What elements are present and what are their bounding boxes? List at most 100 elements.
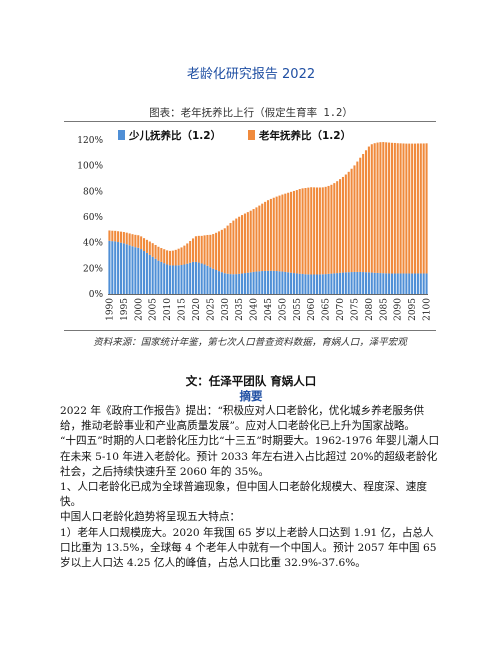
bar-youth-ratio — [215, 270, 218, 294]
bar-youth-ratio — [310, 274, 313, 294]
bar-elderly-ratio — [315, 187, 319, 275]
x-tick-label: 2020 — [192, 298, 202, 321]
bar-elderly-ratio — [137, 235, 140, 248]
bar-youth-ratio — [111, 241, 114, 294]
bar-elderly-ratio — [396, 143, 399, 274]
bar-elderly-ratio — [321, 187, 324, 275]
x-tick-label: 2025 — [206, 298, 216, 321]
bar-elderly-ratio — [402, 143, 405, 274]
bar-youth-ratio — [241, 273, 244, 294]
chart-legend: 少儿抚养比（1.2） 老年抚养比（1.2） — [118, 129, 351, 142]
legend-elderly-swatch — [248, 130, 255, 140]
bar-elderly-ratio — [327, 185, 330, 274]
bar-youth-ratio — [246, 272, 249, 294]
bar-youth-ratio — [235, 274, 238, 294]
bar-youth-ratio — [353, 271, 356, 294]
y-tick-label: 60% — [83, 213, 103, 223]
bar-elderly-ratio — [353, 165, 356, 272]
chart-axes: 0% 20% 40% 60% 80% 100% 120% 1990 1995 2000 2005 20… — [77, 136, 432, 321]
bar-elderly-ratio — [405, 143, 408, 274]
x-tick-label: 2060 — [307, 298, 317, 321]
bar-youth-ratio — [177, 265, 180, 294]
bar-youth-ratio — [197, 262, 200, 294]
bar-youth-ratio — [209, 267, 212, 294]
bar-youth-ratio — [157, 260, 160, 294]
bar-elderly-ratio — [166, 250, 169, 265]
bar-elderly-ratio — [223, 228, 226, 274]
bar-elderly-ratio — [209, 234, 212, 268]
bar-elderly-ratio — [295, 190, 298, 274]
bar-youth-ratio — [166, 264, 169, 294]
bar-youth-ratio — [301, 273, 304, 294]
bar-youth-ratio — [330, 273, 333, 294]
bar-elderly-ratio — [154, 244, 157, 259]
bar-elderly-ratio — [264, 201, 267, 271]
bar-elderly-ratio — [171, 250, 174, 266]
bar-elderly-ratio — [298, 189, 301, 274]
bar-elderly-ratio — [186, 243, 189, 264]
bar-elderly-ratio — [344, 174, 347, 273]
bar-youth-ratio — [229, 274, 232, 294]
figure-top-rule — [64, 121, 436, 122]
abstract-heading: 摘要 — [239, 389, 263, 403]
bar-elderly-ratio — [258, 205, 261, 272]
bar-elderly-ratio — [189, 240, 192, 263]
document-title: 老龄化研究报告 2022 — [186, 67, 316, 82]
bar-elderly-ratio — [307, 187, 310, 275]
bar-youth-ratio — [408, 273, 411, 294]
paragraph-global-aging: 1、人口老龄化已成为全球普遍现象，但中国人口老龄化规模大、程度深、速度快。 — [60, 481, 427, 509]
bar-elderly-ratio — [151, 243, 154, 257]
bar-elderly-ratio — [168, 250, 172, 266]
bar-youth-ratio — [284, 271, 287, 294]
bar-elderly-ratio — [220, 229, 223, 273]
bar-elderly-ratio — [200, 235, 203, 264]
bar-youth-ratio — [203, 264, 206, 294]
bar-elderly-ratio — [212, 234, 215, 269]
author-line: 文：任泽平团队 育娲人口 — [185, 374, 317, 388]
bar-elderly-ratio — [425, 143, 428, 274]
bar-elderly-ratio — [246, 212, 249, 273]
bar-elderly-ratio — [238, 216, 241, 274]
y-tick-label: 120% — [77, 136, 103, 146]
bar-elderly-ratio — [128, 233, 131, 246]
bar-youth-ratio — [399, 273, 402, 294]
bar-youth-ratio — [168, 265, 172, 294]
bar-elderly-ratio — [362, 153, 365, 273]
bar-elderly-ratio — [140, 236, 143, 250]
bar-elderly-ratio — [281, 194, 284, 272]
bar-youth-ratio — [258, 271, 261, 294]
bar-elderly-ratio — [232, 220, 235, 275]
legend-youth-label: 少儿抚养比（1.2） — [128, 129, 221, 142]
bar-elderly-ratio — [215, 232, 218, 271]
bar-youth-ratio — [226, 273, 229, 294]
x-tick-label: 2010 — [163, 298, 173, 321]
bar-elderly-ratio — [235, 218, 238, 275]
bar-youth-ratio — [255, 271, 258, 294]
legend-youth-swatch — [118, 130, 125, 140]
bar-youth-ratio — [261, 271, 264, 294]
bar-elderly-ratio — [416, 143, 419, 274]
x-tick-label: 2070 — [336, 298, 346, 321]
y-tick-label: 0% — [89, 290, 104, 300]
y-tick-label: 20% — [83, 264, 103, 274]
bar-elderly-ratio — [318, 187, 321, 275]
bar-youth-ratio — [350, 272, 353, 294]
bar-youth-ratio — [390, 273, 394, 294]
y-tick-label: 80% — [83, 187, 103, 197]
x-tick-label: 2080 — [365, 298, 375, 321]
bar-youth-ratio — [393, 273, 396, 294]
bar-youth-ratio — [413, 273, 417, 294]
y-tick-label: 40% — [83, 239, 103, 249]
bar-elderly-ratio — [157, 246, 160, 261]
bar-youth-ratio — [278, 271, 281, 294]
bar-youth-ratio — [142, 251, 146, 294]
x-tick-label: 2065 — [322, 298, 332, 321]
bar-youth-ratio — [382, 273, 385, 294]
y-tick-label: 100% — [77, 162, 103, 172]
bar-elderly-ratio — [134, 234, 137, 248]
bar-elderly-ratio — [111, 230, 114, 242]
bar-youth-ratio — [385, 273, 388, 294]
bar-elderly-ratio — [275, 196, 278, 272]
bar-elderly-ratio — [373, 143, 376, 273]
bar-youth-ratio — [341, 272, 344, 294]
